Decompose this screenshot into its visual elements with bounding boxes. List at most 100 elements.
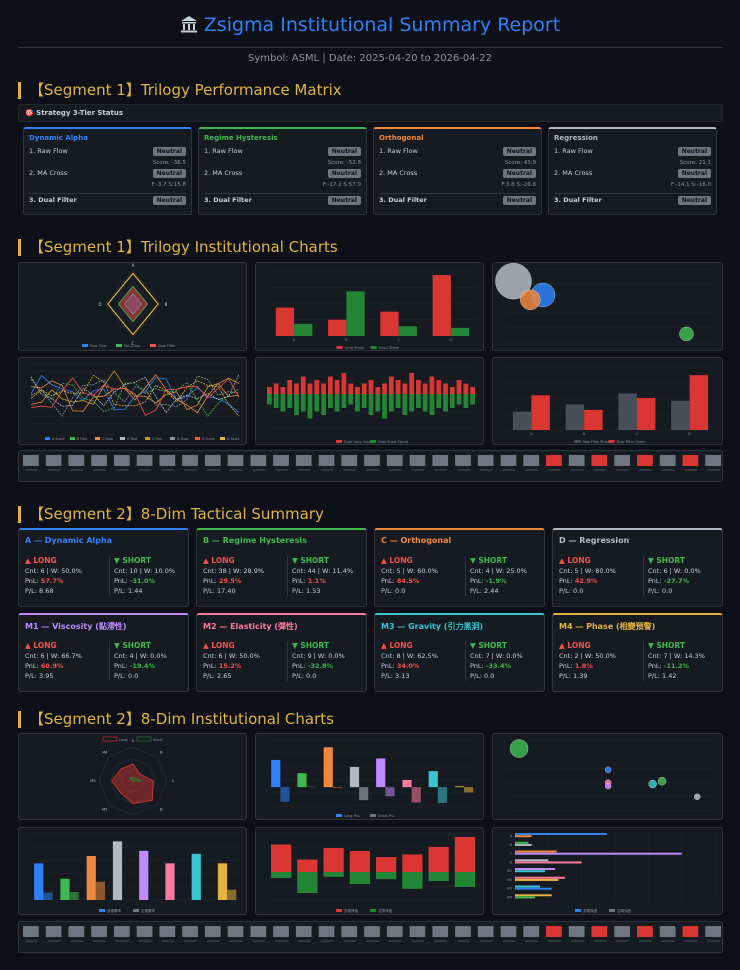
signal-tick bbox=[115, 469, 129, 471]
short-count: Cnt: 7 | W: 14.3% bbox=[648, 652, 705, 660]
signal-cell bbox=[386, 455, 403, 466]
hbar bbox=[515, 896, 535, 899]
signal-cell bbox=[68, 455, 85, 466]
legend-swatch bbox=[336, 814, 342, 817]
axis-label: M4 bbox=[102, 751, 108, 755]
long-pl: P/L: 3.13 bbox=[381, 672, 410, 680]
dim-name: C — Orthogonal bbox=[381, 536, 452, 545]
bar-short bbox=[280, 394, 286, 412]
signal-tick bbox=[115, 940, 129, 942]
bar-short bbox=[422, 394, 428, 412]
long-pl: P/L: 1.39 bbox=[559, 672, 588, 680]
dim-card-5: M2 — Elasticity (彈性) ▲ LONG Cnt: 6 | W: 50… bbox=[196, 613, 367, 692]
bar-long bbox=[297, 859, 318, 872]
bar bbox=[297, 773, 307, 788]
short-label: ▼ SHORT bbox=[470, 641, 507, 650]
long-count: Cnt: 6 | W: 66.7% bbox=[25, 652, 82, 660]
legend-label: Dual Filter bbox=[158, 344, 176, 348]
signal-cell bbox=[341, 455, 358, 466]
signal-cell bbox=[591, 455, 608, 466]
bar-long bbox=[348, 383, 354, 394]
dim-name: M4 — Phase (相變預警) bbox=[559, 622, 656, 631]
signal-cell bbox=[182, 926, 198, 937]
bar-short bbox=[470, 394, 475, 405]
report-subtitle: Symbol: ASML | Date: 2025-04-20 to 2026-… bbox=[248, 53, 492, 64]
legend-swatch bbox=[45, 437, 50, 440]
signal-cell bbox=[182, 455, 198, 466]
short-label: ▼ SHORT bbox=[292, 556, 329, 565]
signal-cell bbox=[409, 926, 426, 937]
bar-short bbox=[314, 394, 320, 412]
signal-tick bbox=[388, 940, 402, 942]
bar bbox=[402, 779, 412, 788]
tier-score: Score: -36.5 bbox=[152, 160, 186, 166]
bar-long bbox=[271, 844, 292, 872]
tier-row-label: 1. Raw Flow bbox=[204, 147, 243, 155]
tier-row-dual: 3. Dual Filter Neutral bbox=[29, 196, 186, 209]
axis-label: C bbox=[172, 779, 175, 783]
tick-label: B bbox=[583, 432, 586, 436]
long-pnl-row: PnL: 60.9% bbox=[25, 662, 64, 670]
bar-short bbox=[321, 394, 326, 415]
signal-tick bbox=[138, 940, 152, 942]
hbar bbox=[515, 835, 532, 838]
short-pnl: 1.1% bbox=[307, 577, 326, 585]
signal-tick bbox=[479, 940, 493, 942]
bar bbox=[437, 787, 448, 803]
legend-swatch bbox=[608, 440, 615, 443]
dim-card-1: B — Regime Hysteresis ▲ LONG Cnt: 38 | W: … bbox=[196, 528, 367, 607]
legend-label: Raw Flow bbox=[90, 344, 107, 348]
tier-row-label: 2. MA Cross bbox=[204, 169, 243, 177]
short-pl: P/L: 1.42 bbox=[648, 672, 677, 680]
legend-swatch bbox=[370, 909, 376, 912]
bar-long bbox=[422, 383, 428, 394]
signal-tick bbox=[297, 469, 311, 471]
bar-short bbox=[416, 394, 421, 408]
bar-short bbox=[436, 394, 442, 408]
bar bbox=[275, 307, 295, 336]
bar-long bbox=[368, 380, 374, 394]
status-badge: Neutral bbox=[327, 169, 361, 178]
bar bbox=[294, 323, 313, 336]
legend-label: D Fast bbox=[127, 437, 138, 441]
short-label: ▼ SHORT bbox=[114, 556, 151, 565]
hbar bbox=[515, 878, 559, 881]
signal-tick bbox=[479, 469, 493, 471]
dim-card-6: M3 — Gravity (引力黑洞) ▲ LONG Cnt: 8 | W: 62.… bbox=[374, 613, 545, 692]
signal-tick bbox=[684, 940, 698, 942]
bar-long bbox=[436, 380, 442, 394]
signal-tick bbox=[366, 469, 379, 471]
hbar bbox=[515, 861, 582, 864]
section-title-3: 【Segment 2】8-Dim Tactical Summary bbox=[18, 506, 324, 523]
tier-row-dual: 3. Dual Filter Neutral bbox=[204, 196, 361, 209]
short-pnl-row: PnL: 1.1% bbox=[292, 577, 326, 585]
tier-card-3: Regression 1. Raw Flow Neutral Score: 21.1 2… bbox=[548, 127, 717, 215]
bar-long bbox=[416, 380, 421, 394]
long-count: Cnt: 5 | W: 60.0% bbox=[381, 567, 438, 575]
bar-long bbox=[307, 383, 313, 394]
bar bbox=[332, 787, 343, 789]
short-block: ▼ SHORT Cnt: 9 | W: 0.0% PnL: -32.8% P/L: 0… bbox=[287, 641, 362, 681]
short-pnl-row: PnL: -11.2% bbox=[648, 662, 690, 670]
bar bbox=[450, 327, 470, 336]
legend-swatch bbox=[70, 437, 75, 440]
signal-cell bbox=[113, 926, 130, 937]
signal-tick bbox=[161, 469, 175, 471]
strategy-status-bar: 🎯 Strategy 3-Tier Status bbox=[18, 104, 723, 122]
tier-row-ma: 2. MA Cross Neutral bbox=[379, 169, 536, 182]
short-pnl: -11.2% bbox=[663, 662, 690, 670]
bar bbox=[618, 393, 637, 430]
short-block: ▼ SHORT Cnt: 7 | W: 14.3% PnL: -11.2% P/L: … bbox=[643, 641, 718, 681]
bar bbox=[227, 889, 237, 900]
short-block: ▼ SHORT Cnt: 6 | W: 0.0% PnL: -27.7% P/L: 0… bbox=[643, 556, 718, 596]
signal-cell bbox=[432, 926, 449, 937]
scatter-point bbox=[679, 326, 694, 342]
tick-label: C bbox=[397, 338, 400, 342]
tier-card-1: Regime Hysteresis 1. Raw Flow Neutral Score… bbox=[198, 127, 367, 215]
tier-card-0: Dynamic Alpha 1. Raw Flow Neutral Score: -3… bbox=[23, 127, 192, 215]
bar bbox=[376, 758, 386, 788]
legend-swatch bbox=[99, 909, 105, 912]
legend-swatch bbox=[95, 437, 100, 440]
legend-label: D Slow bbox=[177, 437, 189, 441]
signal-cell bbox=[295, 455, 312, 466]
